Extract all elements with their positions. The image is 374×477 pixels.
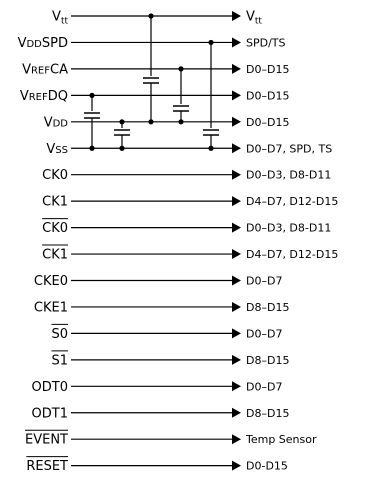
arrow-s1-n [232, 354, 241, 365]
label-part: CK1 [42, 195, 68, 210]
arrow-ck1 [232, 196, 241, 207]
arrow-odt1 [232, 407, 241, 418]
destination-label-ck0: D0–D3, D8-D11 [246, 169, 331, 182]
signal-label-ck0-n: CK0 [42, 221, 68, 236]
signal-label-reset-n: RESET [26, 459, 68, 474]
label-part: EVENT [25, 433, 68, 448]
signal-label-vrefdq: VREFDQ [20, 89, 68, 104]
arrow-vss [232, 143, 241, 154]
signal-label-odt1: ODT1 [32, 406, 68, 421]
signal-label-vdd: VDD [44, 115, 69, 130]
destination-label-vrefca: D0–D15 [246, 63, 289, 76]
label-part: CKE0 [34, 274, 68, 289]
destination-label-reset-n: D0-D15 [246, 460, 288, 473]
label-part: tt [61, 17, 69, 27]
label-part: REF [31, 65, 50, 76]
destination-label-ck0-n: D0–D3, D8-D11 [246, 222, 331, 235]
label-part: DD [53, 118, 69, 129]
label-part: SPD [42, 36, 68, 51]
signal-labels: VttVDDSPDVREFCAVREFDQVDDVSSCK0CK1CK0CK1C… [18, 10, 69, 475]
signal-label-vtt: Vtt [52, 10, 68, 27]
decoupling-network [84, 13, 219, 151]
label-part: tt [255, 17, 263, 27]
label-part: CK1 [42, 248, 68, 263]
signal-wires [71, 11, 241, 471]
destination-label-vdd: D0–D15 [246, 116, 289, 129]
signal-label-vddspd: VDDSPD [18, 36, 68, 51]
arrow-cke0 [232, 275, 241, 286]
label-part: DD [26, 39, 42, 50]
label-part: SS [55, 145, 68, 156]
signal-label-vss: VSS [46, 142, 68, 157]
arrow-s0-n [232, 328, 241, 339]
signal-label-ck1: CK1 [42, 195, 68, 210]
arrow-ck0-n [232, 222, 241, 233]
arrow-vrefca [232, 63, 241, 74]
arrow-odt0 [232, 381, 241, 392]
arrow-ck0 [232, 169, 241, 180]
arrow-reset-n [232, 460, 241, 471]
signal-label-ck0: CK0 [42, 168, 68, 183]
arrow-ck1-n [232, 249, 241, 260]
arrow-vrefdq [232, 90, 241, 101]
arrow-event-n [232, 434, 241, 445]
label-part: CKE1 [34, 300, 68, 315]
signal-label-cke1: CKE1 [34, 300, 68, 315]
destination-label-cke1: D8–D15 [246, 301, 289, 314]
arrow-cke1 [232, 301, 241, 312]
label-part: RESET [26, 459, 68, 474]
label-part: V [44, 115, 53, 130]
destination-label-vrefdq: D0–D15 [246, 89, 289, 102]
label-part: S1 [51, 353, 68, 368]
label-part: V [22, 62, 31, 77]
label-part: ODT0 [32, 380, 68, 395]
destination-label-s1-n: D8–D15 [246, 354, 289, 367]
destination-label-ck1-n: D4–D7, D12-D15 [246, 248, 338, 261]
label-part: V [46, 142, 55, 157]
arrow-vdd [232, 116, 241, 127]
label-part: S0 [51, 327, 68, 342]
destination-label-event-n: Temp Sensor [245, 433, 317, 446]
signal-label-vrefca: VREFCA [22, 62, 68, 77]
destination-label-vtt: Vtt [246, 10, 262, 27]
label-part: CK0 [42, 221, 68, 236]
signal-label-event-n: EVENT [25, 433, 68, 448]
label-part: ODT1 [32, 406, 68, 421]
arrow-vddspd [232, 37, 241, 48]
destination-label-ck1: D4–D7, D12-D15 [246, 195, 338, 208]
label-part: CK0 [42, 168, 68, 183]
label-part: CA [50, 62, 68, 77]
label-part: V [18, 36, 27, 51]
destination-label-cke0: D0–D7 [246, 275, 282, 288]
destination-labels: Vtt SPD/TS D0–D15 D0–D15 D0–D15 D0–D7, SPD, T… [245, 10, 338, 473]
signal-label-s1-n: S1 [51, 353, 68, 368]
destination-label-s0-n: D0–D7 [246, 327, 282, 340]
signal-label-cke0: CKE0 [34, 274, 68, 289]
signal-label-ck1-n: CK1 [42, 248, 68, 263]
label-part: V [52, 10, 61, 25]
destination-label-vddspd: SPD/TS [246, 36, 286, 49]
destination-label-odt1: D8–D15 [246, 407, 289, 420]
label-part: V [20, 89, 29, 104]
label-part: DQ [48, 89, 68, 104]
destination-label-vss: D0–D7, SPD, TS [246, 142, 332, 155]
label-part: REF [29, 92, 48, 103]
label-part: V [246, 10, 255, 25]
arrow-vtt [232, 11, 241, 21]
signal-label-odt0: ODT0 [32, 380, 68, 395]
destination-label-odt0: D0–D7 [246, 380, 282, 393]
signal-label-s0-n: S0 [51, 327, 68, 342]
